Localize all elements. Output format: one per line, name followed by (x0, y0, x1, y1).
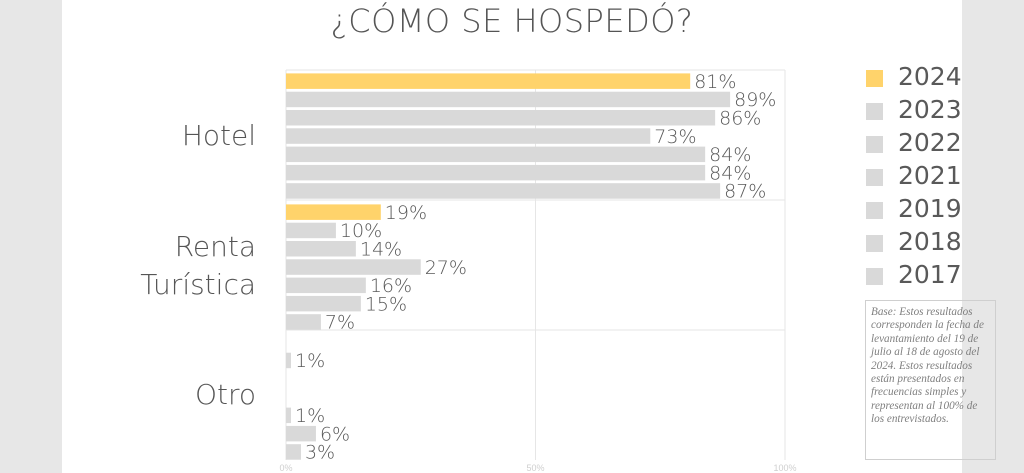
data-label: 1% (295, 350, 325, 372)
legend-swatch (866, 70, 883, 87)
bar (286, 204, 381, 220)
legend-swatch (866, 268, 883, 285)
category-label: Renta (175, 230, 256, 263)
bar (286, 241, 356, 257)
bar (286, 425, 316, 442)
chart-title: ¿CÓMO SE HOSPEDÓ? (330, 2, 694, 40)
legend-swatch (866, 169, 883, 186)
legend-label: 2024 (898, 62, 962, 91)
data-label: 7% (325, 312, 355, 334)
bar (286, 352, 291, 369)
data-label: 3% (305, 442, 335, 464)
data-label: 1% (295, 405, 325, 427)
bar-chart: 0% 50% 100% Hotel Renta Turística Otro 81% 19% 89… (140, 69, 797, 473)
bar (286, 128, 651, 144)
bar-layer (286, 73, 731, 460)
bar (286, 110, 716, 126)
data-label: 27% (425, 257, 467, 279)
legend-label: 2023 (898, 95, 962, 124)
legend-label: 2018 (898, 227, 962, 256)
category-label: Hotel (182, 119, 256, 152)
legend-swatch (866, 235, 883, 252)
data-label: 84% (709, 162, 751, 184)
bar (286, 444, 301, 460)
bar (286, 314, 321, 330)
bar (286, 407, 291, 424)
data-label: 89% (734, 89, 776, 111)
bar (286, 183, 721, 199)
x-tick-label: 0% (279, 463, 292, 473)
bar (286, 91, 731, 108)
legend-label: 2022 (898, 128, 962, 157)
bar (286, 146, 706, 163)
legend-swatch (866, 202, 883, 219)
bar (286, 73, 691, 89)
base-note: Base: Estos resultados corresponden la f… (865, 300, 996, 460)
bar (286, 164, 706, 181)
data-label: 19% (385, 202, 427, 224)
x-tick-label: 50% (526, 463, 544, 473)
data-label: 87% (724, 181, 766, 203)
data-label: 16% (370, 275, 412, 297)
bar (286, 222, 336, 239)
data-label: 84% (709, 144, 751, 166)
legend-label: 2017 (898, 260, 962, 289)
data-label: 73% (654, 126, 696, 148)
data-label: 15% (365, 293, 407, 315)
data-label: 14% (360, 239, 402, 261)
slide: ¿CÓMO SE HOSPEDÓ? 0% 50% 100% Hotel Renta Tur… (62, 0, 996, 473)
category-label: Turística (140, 268, 256, 301)
bar (286, 277, 366, 294)
legend-swatch (866, 103, 883, 120)
label-layer: 0% 50% 100% Hotel Renta Turística Otro 81% 19% 89… (140, 71, 796, 473)
data-label: 6% (320, 423, 350, 445)
data-label: 81% (694, 71, 736, 93)
legend-label: 2021 (898, 161, 962, 190)
bar (286, 295, 361, 312)
legend-swatch (866, 136, 883, 153)
x-tick-label: 100% (773, 463, 796, 473)
category-label: Otro (195, 378, 256, 411)
bar (286, 259, 421, 275)
legend-label: 2019 (898, 194, 962, 223)
data-label: 10% (340, 220, 382, 242)
data-label: 86% (719, 108, 761, 130)
